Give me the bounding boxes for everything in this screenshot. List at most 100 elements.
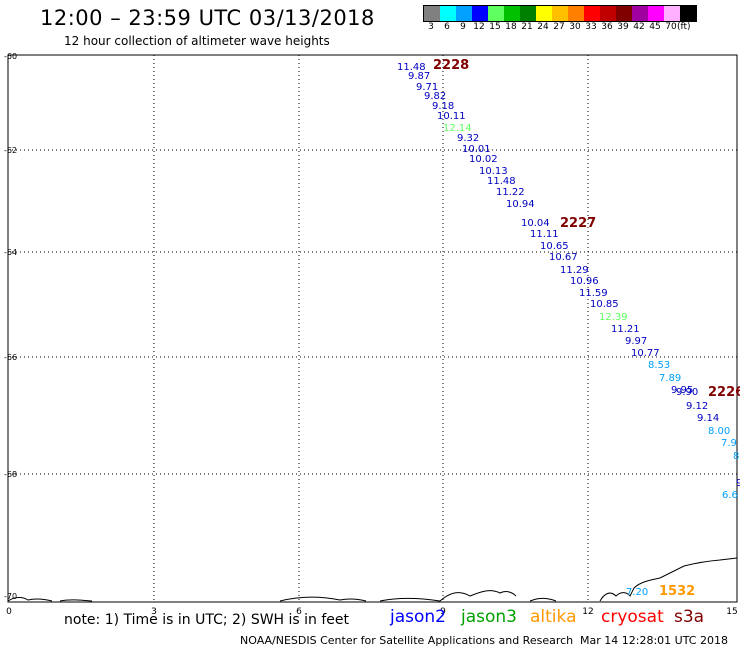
legend-label: 9	[460, 22, 466, 32]
legend-label: 27	[553, 22, 565, 32]
swh-observation: 9.18	[432, 101, 454, 112]
legend-label: 33	[585, 22, 597, 32]
legend-label: 18	[505, 22, 517, 32]
legend-label: 6	[444, 22, 450, 32]
legend-label: 30	[569, 22, 581, 32]
lat-label: -64	[4, 248, 17, 257]
legend-label: 24	[537, 22, 549, 32]
satellite-label-jason3: jason3	[461, 607, 517, 627]
swh-observation: 9.87	[408, 71, 430, 82]
swh-observation: 10.13	[479, 166, 508, 177]
legend-label: 21	[521, 22, 533, 32]
map-subtitle: 12 hour collection of altimeter wave hei…	[64, 34, 330, 48]
lat-label: -62	[4, 146, 17, 155]
swh-observation: 9.14	[697, 413, 719, 424]
color-scale-legend	[423, 5, 697, 22]
legend-label: 3	[428, 22, 434, 32]
swh-observation: 11.29	[560, 265, 589, 276]
swh-observation: 10.04	[521, 218, 550, 229]
legend-unit: (ft)	[677, 22, 691, 32]
legend-label: 39	[617, 22, 629, 32]
swh-observation: 6.6	[722, 490, 738, 501]
legend-label: 12	[473, 22, 485, 32]
swh-observation: 9.95	[671, 385, 693, 396]
legend-swatch	[424, 6, 440, 21]
pass-time-label: 2227	[560, 216, 596, 231]
coastline	[7, 557, 738, 602]
lon-label: 3	[151, 607, 157, 617]
swh-observation: 10.77	[631, 348, 660, 359]
legend-swatch	[504, 6, 520, 21]
legend-swatch	[680, 6, 696, 21]
credit-line: NOAA/NESDIS Center for Satellite Applica…	[240, 634, 574, 647]
legend-swatch	[440, 6, 456, 21]
lon-label: 6	[296, 607, 302, 617]
graticule	[8, 55, 737, 602]
swh-observation: 9.32	[457, 133, 479, 144]
lon-label: 12	[582, 607, 593, 617]
swh-observation: 10.94	[506, 199, 535, 210]
lon-label: 15	[726, 607, 737, 617]
legend-swatch	[536, 6, 552, 21]
swh-observation: 10.85	[590, 299, 619, 310]
swh-observation: 10.02	[469, 154, 498, 165]
lat-label: -70	[4, 592, 17, 601]
swh-observation: 8.53	[648, 360, 670, 371]
lat-label: -66	[4, 353, 17, 362]
lat-label: -68	[4, 470, 17, 479]
lon-label: 0	[6, 607, 12, 617]
swh-observation: 10.96	[570, 276, 599, 287]
pass-time-label: 2226	[708, 385, 740, 400]
pass-time-label: 2228	[433, 58, 469, 73]
legend-swatch	[584, 6, 600, 21]
satellite-label-s3a: s3a	[674, 607, 705, 627]
legend-swatch	[664, 6, 680, 21]
legend-swatch	[616, 6, 632, 21]
legend-swatch	[520, 6, 536, 21]
swh-observation: 9.97	[625, 336, 647, 347]
swh-observation: 8.00	[708, 426, 730, 437]
legend-label: 42	[633, 22, 645, 32]
swh-observation: 12.39	[599, 312, 628, 323]
legend-swatch	[600, 6, 616, 21]
swh-observation: 11.22	[496, 187, 525, 198]
swh-observation: 9.90	[676, 387, 698, 398]
map-frame	[7, 54, 738, 603]
legend-swatch	[552, 6, 568, 21]
units-note: note: 1) Time is in UTC; 2) SWH is in fe…	[64, 612, 350, 628]
swh-observation: 11.21	[611, 324, 640, 335]
swh-observation: 7.9	[721, 438, 737, 449]
legend-label: 70	[665, 22, 677, 32]
swh-observation: 7.20	[626, 587, 648, 598]
swh-observation: 10.11	[437, 111, 466, 122]
satellite-label-cryosat: cryosat	[601, 607, 664, 627]
lat-label: -60	[4, 52, 17, 61]
legend-swatch	[648, 6, 664, 21]
swh-observation: 9.12	[686, 401, 708, 412]
legend-swatch	[472, 6, 488, 21]
pass-time-label: 1532	[659, 584, 695, 599]
satellite-label-jason2: jason2	[390, 607, 446, 627]
swh-observation: 7.89	[659, 373, 681, 384]
legend-label: 36	[601, 22, 613, 32]
swh-observation: 11.11	[530, 229, 559, 240]
legend-swatch	[488, 6, 504, 21]
swh-observation: 12.14	[443, 123, 472, 134]
swh-observation: 11.48	[397, 62, 426, 73]
legend-swatch	[456, 6, 472, 21]
swh-observation: 8	[733, 451, 739, 462]
generated-timestamp: Mar 14 12:28:01 UTC 2018	[580, 634, 728, 647]
swh-observation: 10.65	[540, 241, 569, 252]
swh-observation: 9.71	[416, 82, 438, 93]
satellite-label-altika: altika	[530, 607, 577, 627]
swh-observation: 9.82	[424, 91, 446, 102]
swh-observation: 9	[736, 478, 740, 489]
legend-swatch	[568, 6, 584, 21]
legend-label: 15	[489, 22, 501, 32]
swh-observation: 10.01	[462, 144, 491, 155]
swh-observation: 10.67	[549, 252, 578, 263]
legend-swatch	[632, 6, 648, 21]
swh-observation: 11.48	[487, 176, 516, 187]
swh-observation: 11.59	[579, 288, 608, 299]
